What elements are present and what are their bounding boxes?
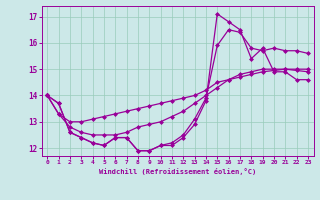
- X-axis label: Windchill (Refroidissement éolien,°C): Windchill (Refroidissement éolien,°C): [99, 168, 256, 175]
